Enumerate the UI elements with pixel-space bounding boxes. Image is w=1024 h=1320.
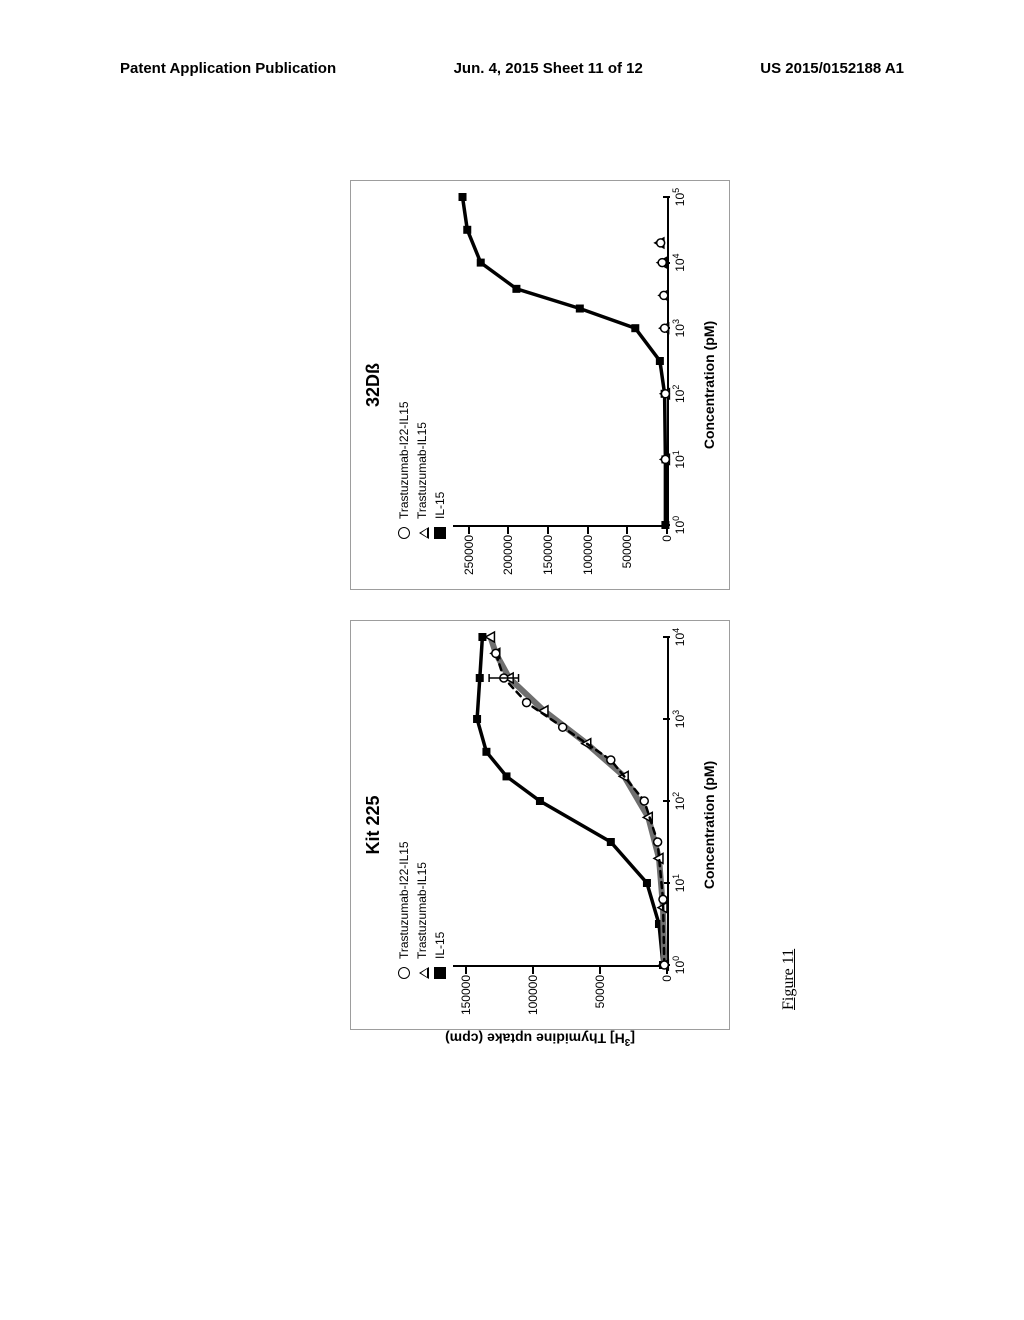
header-right: US 2015/0152188 A1 [760,60,904,77]
x-tick-label: 104 [671,628,687,646]
legend-item: IL-15 [431,841,449,979]
chart-panel-32db: 32Dß Trastuzumab-I22-IL15Trastuzumab-IL1… [350,180,730,590]
figure-caption: Figure 11 [780,949,798,1010]
x-ticks: 100101102103104105 [671,197,695,525]
y-tick-label: 50000 [620,535,634,568]
x-tick-label: 102 [671,385,687,403]
chart-svg-kit225 [453,637,667,965]
x-axis-label: Concentration (pM) [701,621,717,1029]
x-tick-label: 100 [671,956,687,974]
chart-legend-kit225: Trastuzumab-I22-IL15Trastuzumab-IL15IL-1… [395,841,449,979]
y-tick-label: 100000 [581,535,595,575]
y-axis-label: [3H] Thymidine uptake (cpm) [445,1031,635,1048]
y-ticks: 050000100000150000200000250000 [453,529,667,577]
x-tick-label: 103 [671,319,687,337]
y-tick-label: 0 [660,535,674,542]
y-tick-label: 150000 [541,535,555,575]
plot-area-32db: 050000100000150000200000250000 100101102… [453,197,669,527]
y-tick-label: 0 [660,975,674,982]
legend-item: Trastuzumab-I22-IL15 [395,401,413,539]
chart-title-kit225: Kit 225 [363,621,384,1029]
y-tick-label: 100000 [526,975,540,1015]
y-tick-label: 50000 [593,975,607,1008]
x-tick-label: 101 [671,450,687,468]
plot-area-kit225: 050000100000150000 100101102103104 [453,637,669,967]
figure-rotated-stage: Kit 225 Trastuzumab-I22-IL15Trastuzumab-… [120,150,900,1050]
x-tick-label: 102 [671,792,687,810]
x-axis-label: Concentration (pM) [701,181,717,589]
legend-item: Trastuzumab-IL15 [413,401,431,539]
y-tick-label: 200000 [501,535,515,575]
x-tick-label: 104 [671,253,687,271]
legend-item: Trastuzumab-IL15 [413,841,431,979]
y-tick-label: 150000 [459,975,473,1015]
header-left: Patent Application Publication [120,60,336,77]
x-tick-label: 101 [671,874,687,892]
header-center: Jun. 4, 2015 Sheet 11 of 12 [454,60,643,77]
x-tick-label: 105 [671,188,687,206]
legend-item: Trastuzumab-I22-IL15 [395,841,413,979]
figure-rotated-inner: Kit 225 Trastuzumab-I22-IL15Trastuzumab-… [120,150,900,1050]
chart-svg-32db [453,197,667,525]
chart-legend-32db: Trastuzumab-I22-IL15Trastuzumab-IL15IL-1… [395,401,449,539]
x-ticks: 100101102103104 [671,637,695,965]
chart-title-32db: 32Dß [363,181,384,589]
y-ticks: 050000100000150000 [453,969,667,1017]
page-header: Patent Application Publication Jun. 4, 2… [0,60,1024,77]
x-tick-label: 103 [671,710,687,728]
chart-panel-kit225: Kit 225 Trastuzumab-I22-IL15Trastuzumab-… [350,620,730,1030]
y-tick-label: 250000 [462,535,476,575]
x-tick-label: 100 [671,516,687,534]
legend-item: IL-15 [431,401,449,539]
